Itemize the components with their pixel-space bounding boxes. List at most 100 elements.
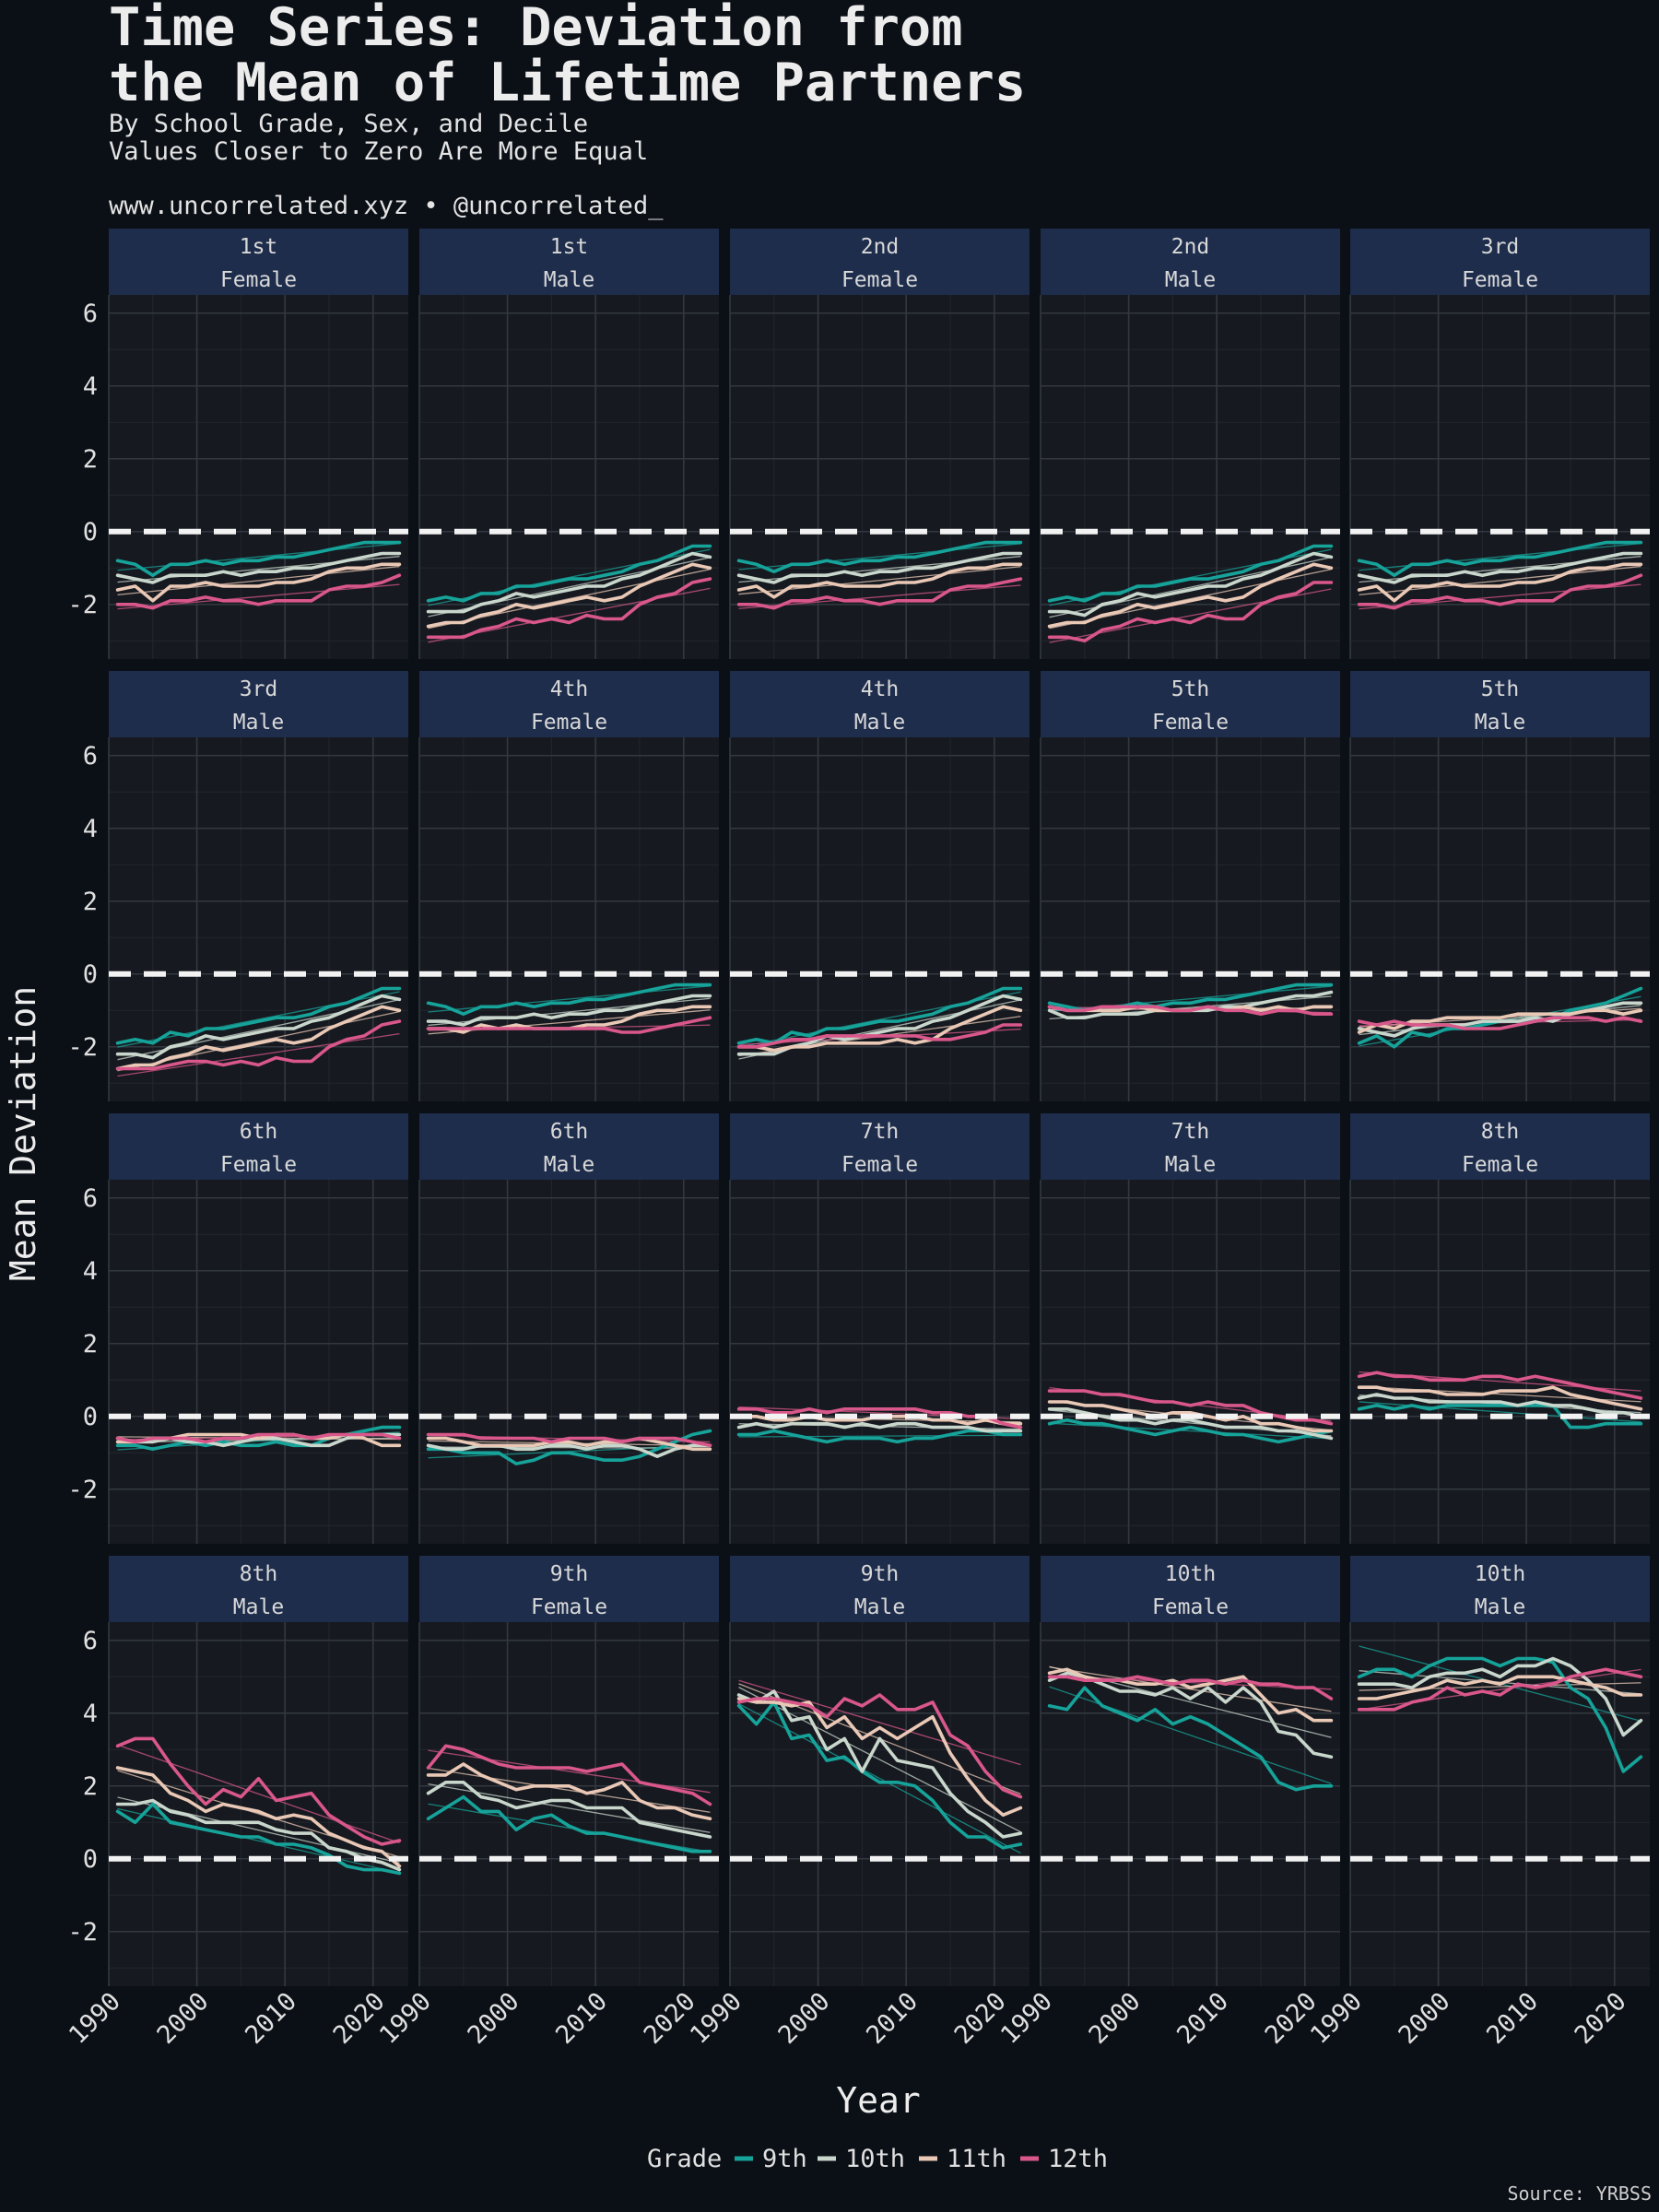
facet-decile-label: 1st: [240, 235, 278, 259]
panel-background: [419, 737, 719, 1101]
trend-line-12th: [117, 1033, 400, 1077]
y-tick-label: 0: [83, 1845, 98, 1874]
facet-sex-label: Female: [1462, 268, 1538, 292]
chart-title: Time Series: Deviation from the Mean of …: [109, 0, 1027, 113]
panel-background: [730, 1180, 1030, 1544]
facet-sex-label: Female: [531, 711, 607, 735]
trend-line-12th: [738, 1679, 1021, 1766]
facet-decile-label: 1st: [550, 235, 589, 259]
x-tick-label: 2010: [1481, 1987, 1544, 2050]
facet-decile-label: 3rd: [1481, 235, 1520, 259]
series-line-9th: [1357, 1656, 1643, 1773]
panel-background: [1350, 295, 1650, 659]
facet-decile-label: 10th: [1475, 1562, 1525, 1586]
series-line-9th: [426, 1429, 712, 1465]
y-tick-label: 2: [83, 445, 98, 474]
facet-sex-label: Female: [1152, 711, 1229, 735]
facet-sex-label: Male: [1165, 1153, 1216, 1177]
trend-line-12th: [117, 1744, 400, 1844]
facet-decile-label: 6th: [240, 1120, 278, 1144]
x-tick-label: 2010: [1171, 1987, 1234, 2050]
y-tick-label: 4: [83, 1257, 98, 1286]
y-tick-label: 2: [83, 1772, 98, 1801]
x-tick-label: 2010: [861, 1987, 924, 2050]
facet-decile-label: 8th: [1481, 1120, 1520, 1144]
facet-strip: [1041, 1556, 1340, 1622]
series-line-11th: [1357, 1385, 1643, 1411]
x-tick-label: 2010: [240, 1987, 302, 2050]
facet-strip: [730, 1113, 1030, 1180]
series-line-9th: [426, 544, 712, 603]
series-line-9th: [1357, 540, 1643, 578]
y-tick-label: 4: [83, 815, 98, 843]
series-line-9th: [426, 1794, 712, 1853]
series-line-10th: [426, 1781, 712, 1839]
series-line-12th: [1357, 1667, 1643, 1712]
y-tick-label: 2: [83, 888, 98, 916]
series-line-9th: [736, 1700, 1023, 1850]
y-tick-label: -2: [67, 1918, 98, 1947]
facet-decile-label: 6th: [550, 1120, 589, 1144]
facet-decile-label: 5th: [1171, 677, 1210, 701]
facet-strip: [730, 229, 1030, 295]
trend-line-9th: [738, 1434, 1021, 1438]
facet-decile-label: 10th: [1165, 1562, 1216, 1586]
facet-sex-label: Male: [854, 1595, 905, 1619]
series-line-12th: [1357, 1016, 1643, 1030]
y-tick-label: 4: [83, 1700, 98, 1728]
series-line-9th: [1047, 1418, 1334, 1444]
panel-background: [419, 1622, 719, 1986]
panel-background: [109, 1180, 408, 1544]
series-line-10th: [736, 1421, 1023, 1433]
facet-strip: [730, 1556, 1030, 1622]
x-tick-label: 2020: [639, 1987, 701, 2050]
facet-sex-label: Female: [220, 268, 297, 292]
x-tick-label: 1990: [64, 1987, 126, 2050]
panel-background: [109, 295, 408, 659]
facet-sex-label: Male: [544, 1153, 594, 1177]
y-tick-label: 0: [83, 1403, 98, 1431]
y-tick-label: 6: [83, 1184, 98, 1213]
x-tick-label: 2020: [1570, 1987, 1632, 2050]
series-line-12th: [1047, 1389, 1334, 1426]
series-line-10th: [115, 994, 402, 1060]
x-tick-label: 2000: [773, 1987, 836, 2050]
series-line-9th: [115, 1802, 402, 1876]
facet-strip: [109, 671, 408, 737]
y-tick-label: 4: [83, 372, 98, 401]
panel-background: [419, 1180, 719, 1544]
series-line-11th: [1357, 562, 1643, 603]
series-line-11th: [1357, 1675, 1643, 1700]
panel-background: [1350, 1180, 1650, 1544]
series-line-12th: [115, 1019, 402, 1071]
series-line-12th: [426, 1744, 712, 1806]
series-line-12th: [736, 1693, 1023, 1799]
series-line-10th: [426, 1443, 712, 1458]
series-line-11th: [736, 1005, 1023, 1053]
series-line-12th: [1357, 573, 1643, 610]
facet-sex-label: Female: [531, 1595, 607, 1619]
y-tick-label: -2: [67, 1476, 98, 1504]
series-line-9th: [115, 540, 402, 578]
series-line-12th: [736, 1023, 1023, 1049]
facet-sex-label: Female: [841, 268, 918, 292]
x-tick-label: 1990: [374, 1987, 437, 2050]
facet-sex-label: Male: [1165, 268, 1216, 292]
x-tick-label: 2020: [949, 1987, 1012, 2050]
chart-subtitle: By School Grade, Sex, and Decile Values …: [109, 110, 649, 166]
x-tick-label: 2020: [328, 1987, 391, 2050]
y-tick-label: 0: [83, 518, 98, 547]
facet-strip: [419, 1113, 719, 1180]
y-tick-label: 6: [83, 1627, 98, 1655]
series-line-12th: [736, 577, 1023, 610]
series-line-11th: [115, 562, 402, 603]
x-tick-label: 2000: [463, 1987, 525, 2050]
trend-line-9th: [117, 1807, 400, 1874]
legend-title: Grade: [647, 2145, 722, 2173]
facet-strip: [419, 671, 719, 737]
facet-strip: [109, 1113, 408, 1180]
facet-sex-label: Female: [1152, 1595, 1229, 1619]
facet-sex-label: Male: [1475, 711, 1525, 735]
facet-sex-label: Male: [233, 1595, 284, 1619]
